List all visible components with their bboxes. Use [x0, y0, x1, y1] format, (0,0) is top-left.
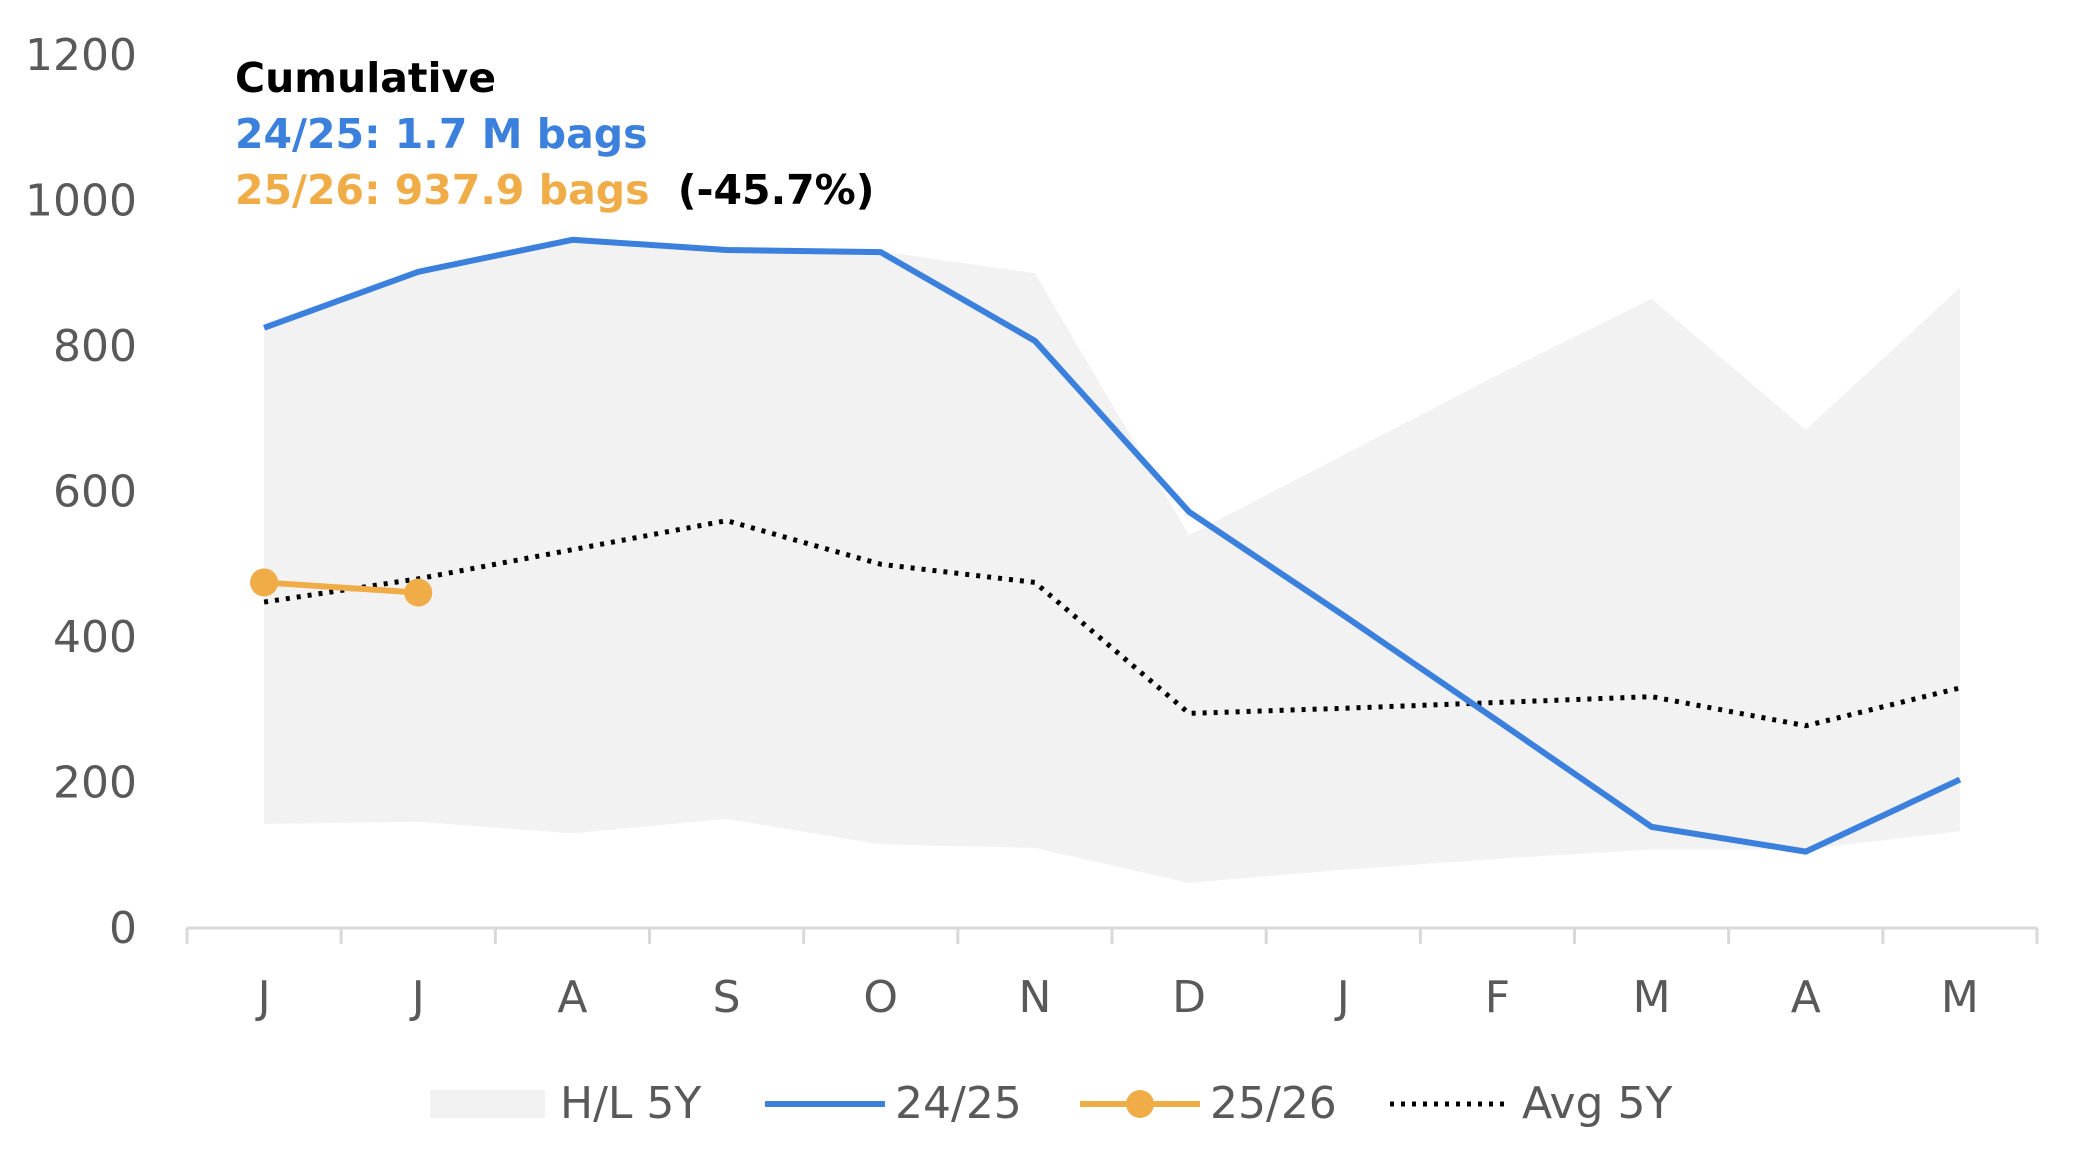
y-tick-label: 200	[53, 758, 137, 809]
series-line-2425	[263, 236, 1962, 855]
y-axis-ticks: 0 200 400 600 800 1000 1200	[25, 30, 137, 954]
subtitle-2425: 24/25: 1.7 M bags	[235, 110, 648, 158]
x-tick-label: A	[557, 972, 587, 1023]
y-tick-label: 1000	[25, 176, 137, 227]
legend-marker-2526	[1126, 1090, 1154, 1118]
legend-label-2425: 24/25	[895, 1078, 1022, 1129]
chart-title: Cumulative	[235, 54, 496, 102]
legend-label-2526: 25/26	[1210, 1078, 1337, 1129]
x-tick-label: J	[409, 972, 425, 1023]
x-axis	[185, 926, 2039, 944]
series-line-avg5y	[263, 518, 1961, 729]
x-tick-label: S	[713, 972, 741, 1023]
chart-title-block: Cumulative 24/25: 1.7 M bags 25/26: 937.…	[235, 54, 875, 214]
legend-swatch-band	[430, 1090, 545, 1118]
series-line-2526	[263, 579, 419, 596]
x-tick-label: J	[1334, 972, 1350, 1023]
subtitle-2526: 25/26: 937.9 bags	[235, 166, 649, 214]
subtitle-change-pct: (-45.7%)	[678, 166, 875, 214]
y-tick-label: 400	[53, 612, 137, 663]
x-tick-label: M	[1633, 972, 1671, 1023]
y-tick-label: 600	[53, 467, 137, 518]
legend: H/L 5Y 24/25 25/26 Avg 5Y	[430, 1078, 1672, 1129]
series-point-2526	[404, 578, 433, 607]
y-tick-label: 0	[109, 903, 137, 954]
x-tick-label: F	[1485, 972, 1510, 1023]
band-hl5y	[264, 240, 1960, 883]
y-tick-label: 1200	[25, 30, 137, 81]
legend-item-2526: 25/26	[1080, 1078, 1337, 1129]
x-tick-label: N	[1018, 972, 1051, 1023]
band-layer	[264, 240, 1960, 883]
legend-item-2425: 24/25	[765, 1078, 1022, 1129]
x-tick-label: A	[1791, 972, 1821, 1023]
legend-item-hl5y: H/L 5Y	[430, 1078, 701, 1129]
y-tick-label: 800	[53, 321, 137, 372]
series-point-2526	[250, 568, 279, 597]
legend-label-avg5y: Avg 5Y	[1522, 1078, 1672, 1129]
series-layer	[250, 236, 1962, 855]
x-tick-label: J	[255, 972, 271, 1023]
x-tick-label: M	[1941, 972, 1979, 1023]
x-tick-label: O	[863, 972, 898, 1023]
x-tick-label: D	[1172, 972, 1206, 1023]
legend-label-hl5y: H/L 5Y	[560, 1078, 701, 1129]
legend-item-avg5y: Avg 5Y	[1390, 1078, 1672, 1129]
subtitle-2526-line: 25/26: 937.9 bags (-45.7%)	[235, 166, 875, 214]
